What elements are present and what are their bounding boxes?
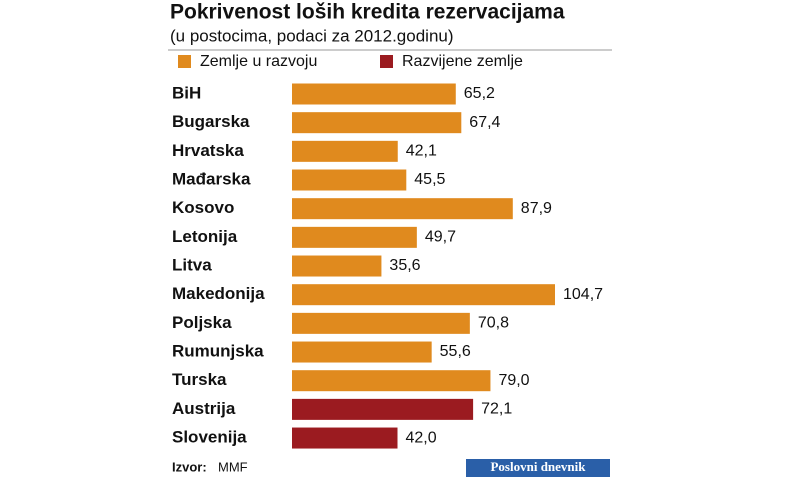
category-label: Letonija bbox=[172, 227, 238, 246]
category-label: Slovenija bbox=[172, 428, 247, 447]
category-label: Hrvatska bbox=[172, 141, 244, 160]
category-label: Mađarska bbox=[172, 169, 251, 188]
bar bbox=[292, 226, 417, 248]
bar bbox=[292, 370, 491, 392]
category-label: Bugarska bbox=[172, 112, 250, 131]
bar bbox=[292, 198, 513, 220]
bar bbox=[292, 398, 474, 420]
value-label: 35,6 bbox=[389, 257, 420, 274]
bar bbox=[292, 140, 398, 162]
category-label: Turska bbox=[172, 370, 227, 389]
publisher: Poslovni dnevnik bbox=[490, 459, 586, 474]
value-label: 65,2 bbox=[464, 85, 495, 102]
value-label: 70,8 bbox=[478, 315, 509, 332]
legend-label: Zemlje u razvoju bbox=[200, 53, 317, 70]
value-label: 45,5 bbox=[414, 171, 445, 188]
source-label: Izvor: bbox=[172, 459, 207, 474]
legend-swatch bbox=[380, 55, 393, 68]
legend-label: Razvijene zemlje bbox=[402, 53, 523, 70]
category-label: Rumunjska bbox=[172, 342, 264, 361]
value-label: 104,7 bbox=[563, 286, 603, 303]
value-label: 42,1 bbox=[406, 143, 437, 160]
bar bbox=[292, 83, 456, 105]
bar bbox=[292, 169, 407, 191]
value-label: 42,0 bbox=[406, 429, 437, 446]
chart-title: Pokrivenost loših kredita rezervacijama bbox=[170, 1, 565, 24]
bar bbox=[292, 312, 470, 334]
legend-swatch bbox=[178, 55, 191, 68]
category-label: Kosovo bbox=[172, 198, 234, 217]
value-label: 87,9 bbox=[521, 200, 552, 217]
value-label: 49,7 bbox=[425, 229, 456, 246]
category-label: Litva bbox=[172, 256, 212, 275]
category-label: Poljska bbox=[172, 313, 232, 332]
category-label: BiH bbox=[172, 83, 201, 102]
bar bbox=[292, 341, 432, 363]
publisher-logo bbox=[466, 459, 610, 477]
bar bbox=[292, 427, 398, 449]
plot-area: BiH 65,2 Bugarska 67,4 Hrvatska 42,1 Mađarska 4… bbox=[172, 83, 603, 449]
value-label: 67,4 bbox=[469, 114, 500, 131]
source: MMF bbox=[218, 459, 248, 474]
bar bbox=[292, 284, 555, 306]
category-label: Makedonija bbox=[172, 284, 265, 303]
chart-subtitle: (u postocima, podaci za 2012.godinu) bbox=[170, 26, 454, 45]
bar bbox=[292, 255, 382, 277]
value-label: 55,6 bbox=[440, 343, 471, 360]
value-label: 79,0 bbox=[498, 372, 529, 389]
category-label: Austrija bbox=[172, 399, 236, 418]
value-label: 72,1 bbox=[481, 401, 512, 418]
legend: Zemlje u razvoju Razvijene zemlje bbox=[178, 53, 523, 70]
bar bbox=[292, 112, 462, 134]
